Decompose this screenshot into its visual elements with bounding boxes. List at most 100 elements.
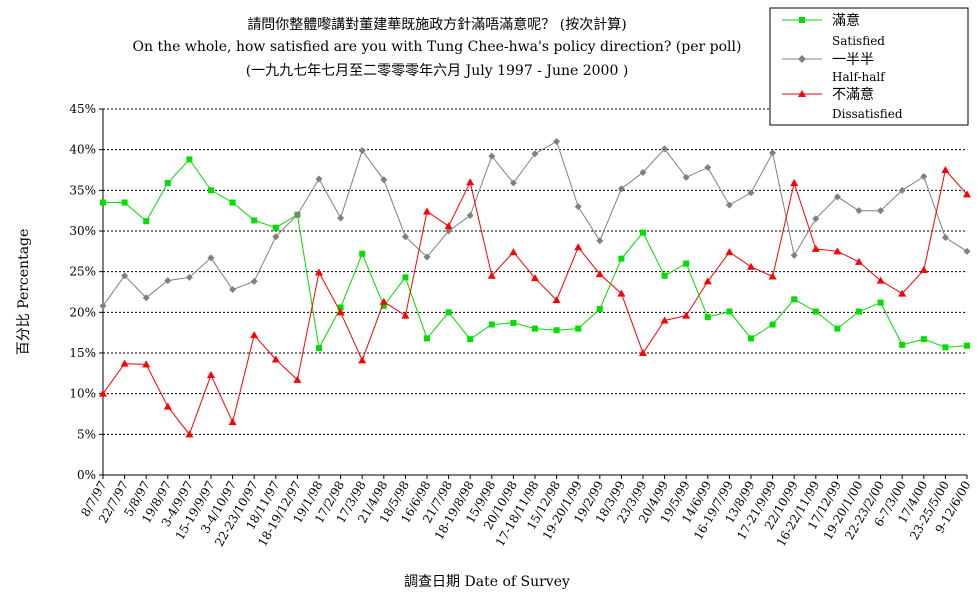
y-tick-label: 5%: [77, 427, 96, 441]
data-point-dissatisfied: [660, 316, 669, 324]
data-point-dissatisfied: [725, 248, 734, 256]
y-tick-label: 25%: [69, 265, 96, 279]
y-tick-label: 15%: [69, 346, 96, 360]
data-point-satisfied: [726, 308, 733, 315]
data-point-dissatisfied: [552, 296, 561, 304]
legend: 滿意 Satisfied 一半半 Half-half 不滿意 Dissatisf…: [769, 7, 969, 126]
gridlines: [103, 108, 967, 435]
data-point-dissatisfied: [228, 418, 237, 426]
data-point-half-half: [877, 207, 885, 215]
data-point-satisfied: [791, 296, 798, 303]
data-point-dissatisfied: [855, 257, 863, 265]
data-point-half-half: [833, 193, 841, 201]
data-point-satisfied: [208, 187, 214, 194]
legend-marker-satisfied: [799, 17, 805, 23]
data-point-half-half: [704, 164, 712, 172]
y-axis-title: 百分比 Percentage: [16, 229, 32, 356]
x-axis-title: 調查日期 Date of Survey: [404, 574, 570, 590]
data-point-half-half: [423, 253, 431, 261]
data-point-dissatisfied: [293, 375, 302, 383]
series-group: [99, 138, 971, 438]
y-tick-labels: 0% 5% 10% 15% 20% 25% 30% 35% 40% 45%: [69, 102, 96, 482]
legend-marker-half: [798, 55, 806, 63]
data-point-half-half: [855, 207, 863, 215]
data-point-satisfied: [510, 319, 517, 326]
data-point-satisfied: [596, 306, 603, 313]
data-point-dissatisfied: [271, 355, 280, 363]
data-point-satisfied: [488, 321, 495, 328]
data-point-satisfied: [164, 180, 171, 187]
data-point-dissatisfied: [703, 277, 712, 285]
data-point-satisfied: [964, 342, 970, 349]
data-point-half-half: [293, 211, 301, 219]
data-point-satisfied: [856, 308, 862, 315]
data-point-dissatisfied: [487, 271, 496, 279]
data-point-half-half: [553, 138, 561, 146]
data-point-satisfied: [812, 308, 819, 315]
data-point-dissatisfied: [315, 268, 323, 276]
data-point-satisfied: [661, 272, 668, 279]
data-point-dissatisfied: [639, 349, 647, 356]
data-point-dissatisfied: [747, 262, 755, 270]
data-point-half-half: [941, 234, 949, 242]
data-point-satisfied: [251, 217, 258, 224]
data-point-dissatisfied: [185, 430, 194, 438]
data-point-dissatisfied: [120, 359, 129, 367]
data-point-satisfied: [445, 309, 452, 316]
data-point-half-half: [121, 272, 129, 280]
legend-label-half-en: Half-half: [832, 70, 886, 84]
y-tick-label: 0%: [77, 468, 96, 482]
data-point-dissatisfied: [444, 222, 453, 230]
data-point-satisfied: [316, 345, 322, 352]
chart-title-english: On the whole, how satisfied are you with…: [133, 39, 742, 55]
data-point-dissatisfied: [423, 207, 431, 215]
data-point-dissatisfied: [941, 166, 950, 173]
data-point-half-half: [358, 146, 366, 154]
data-point-half-half: [574, 203, 582, 211]
y-tick-label: 30%: [69, 224, 96, 238]
data-point-dissatisfied: [163, 402, 172, 410]
data-point-half-half: [337, 214, 345, 222]
x-tick-labels: 8/7/9722/7/975/8/9719/8/973-4/9/9715-19/…: [78, 479, 973, 549]
data-point-dissatisfied: [336, 308, 345, 316]
data-point-dissatisfied: [401, 311, 410, 319]
data-point-satisfied: [143, 218, 150, 225]
data-point-satisfied: [467, 336, 474, 343]
data-point-half-half: [164, 277, 172, 285]
data-point-dissatisfied: [207, 370, 215, 378]
data-point-dissatisfied: [682, 311, 691, 319]
chart-title-chinese: 請問你整體嚟講對董建華既施政方針滿唔滿意呢？ (按次計算): [247, 16, 626, 33]
data-point-dissatisfied: [595, 270, 604, 278]
data-point-dissatisfied: [379, 297, 388, 305]
y-tick-label: 45%: [69, 102, 96, 116]
data-point-half-half: [963, 247, 971, 255]
data-point-dissatisfied: [898, 289, 907, 297]
data-point-satisfied: [402, 274, 409, 281]
data-point-half-half: [250, 277, 258, 285]
chart-title-period: (一九九七年七月至二零零零年六月 July 1997 - June 2000 ): [246, 63, 629, 79]
data-point-satisfied: [920, 336, 927, 343]
data-point-satisfied: [424, 335, 430, 342]
data-point-half-half: [466, 212, 474, 220]
y-tick-label: 20%: [69, 305, 96, 319]
data-point-half-half: [488, 152, 496, 160]
data-point-satisfied: [575, 325, 582, 332]
data-point-dissatisfied: [99, 389, 107, 397]
data-point-half-half: [380, 176, 388, 184]
data-point-half-half: [315, 175, 323, 183]
data-point-dissatisfied: [358, 356, 367, 364]
data-point-half-half: [898, 186, 906, 194]
data-point-satisfied: [100, 199, 106, 206]
axes: [99, 108, 968, 479]
legend-label-dissatisfied-en: Dissatisfied: [832, 107, 903, 121]
y-tick-label: 35%: [69, 183, 96, 197]
series-line-dissatisfied: [102, 168, 968, 436]
data-point-satisfied: [337, 304, 344, 311]
data-point-half-half: [812, 215, 820, 223]
y-tick-label: 40%: [69, 143, 96, 157]
data-point-dissatisfied: [768, 272, 777, 280]
data-point-dissatisfied: [466, 178, 475, 186]
data-point-half-half: [509, 179, 517, 187]
data-point-half-half: [596, 237, 604, 245]
data-point-half-half: [617, 185, 625, 193]
